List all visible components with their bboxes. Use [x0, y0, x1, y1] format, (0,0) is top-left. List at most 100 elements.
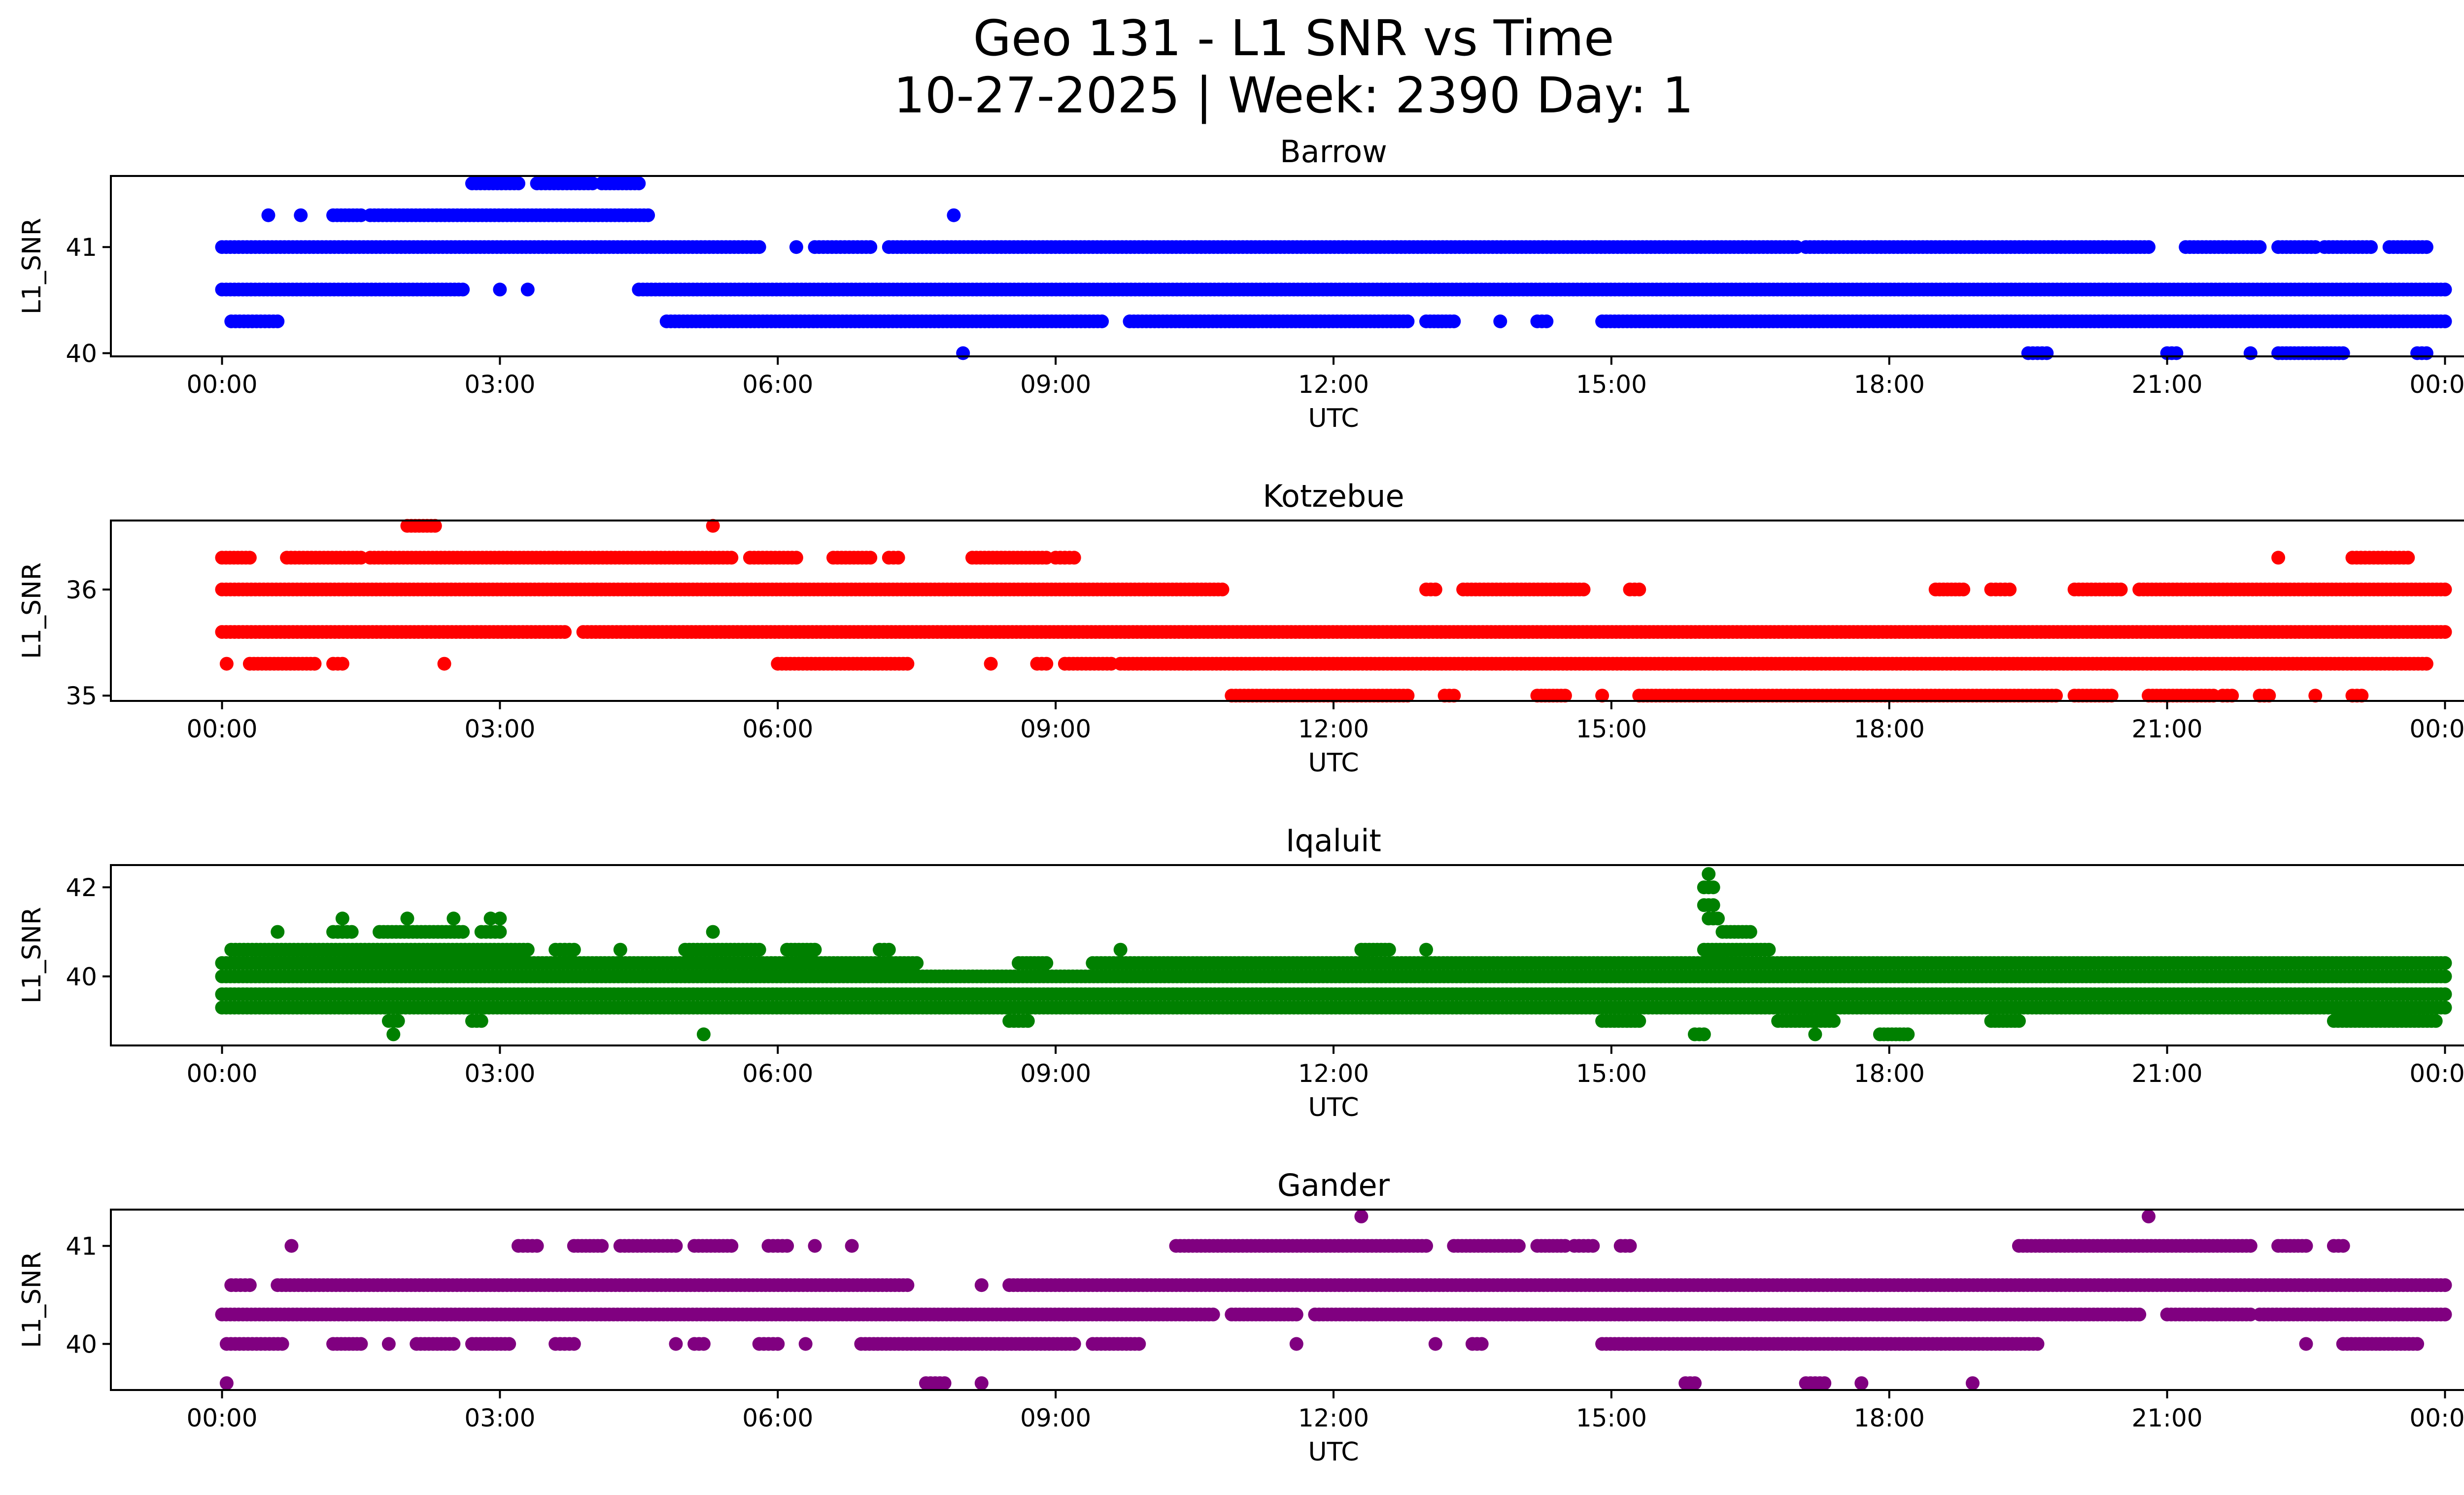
data-point [706, 925, 720, 939]
scatter-points [215, 176, 2452, 360]
y-axis-label: L1_SNR [17, 562, 47, 659]
data-point [1095, 314, 1109, 328]
data-point [632, 176, 646, 191]
y-axis-label: L1_SNR [17, 218, 47, 314]
data-point [882, 942, 896, 957]
x-tick-label: 00:00 [2409, 370, 2464, 399]
scatter-points [215, 519, 2452, 703]
data-point [2169, 346, 2184, 360]
y-tick-label: 36 [66, 576, 97, 604]
data-point [2336, 346, 2350, 360]
data-point [2271, 551, 2286, 565]
data-point [2438, 969, 2452, 983]
data-point [1743, 925, 1757, 939]
x-tick-label: 15:00 [1576, 715, 1647, 743]
data-point [752, 942, 766, 957]
figure-title-line2: 10-27-2025 | Week: 2390 Day: 1 [893, 67, 1693, 124]
figure-title-line1: Geo 131 - L1 SNR vs Time [973, 9, 1614, 67]
x-tick-label: 09:00 [1020, 370, 1091, 399]
y-tick-label: 41 [66, 233, 97, 262]
data-point [271, 314, 285, 328]
data-point [2401, 551, 2415, 565]
data-point [1706, 898, 1720, 912]
x-tick-label: 12:00 [1298, 715, 1369, 743]
y-tick-label: 35 [66, 682, 97, 710]
data-point [1576, 582, 1591, 596]
data-point [1702, 867, 1716, 881]
data-point [1401, 314, 1415, 328]
data-point [910, 956, 924, 970]
x-tick-label: 00:00 [186, 715, 257, 743]
x-axis-label: UTC [1308, 748, 1359, 778]
data-point [1113, 942, 1128, 957]
data-point [335, 657, 349, 671]
data-point [1632, 582, 1646, 596]
x-tick-label: 03:00 [464, 715, 535, 743]
data-point [2438, 282, 2452, 297]
subplot-title: Barrow [1280, 134, 1387, 170]
data-point [984, 657, 998, 671]
data-point [437, 657, 451, 671]
data-point [956, 346, 970, 360]
data-point [2438, 314, 2452, 328]
x-tick-label: 06:00 [742, 715, 813, 743]
data-point [900, 657, 915, 671]
data-point [493, 282, 507, 297]
data-point [2243, 346, 2258, 360]
x-tick-label: 18:00 [1854, 715, 1925, 743]
data-point [2438, 956, 2452, 970]
data-point [308, 657, 322, 671]
data-point [558, 625, 572, 639]
x-tick-label: 18:00 [1854, 370, 1925, 399]
x-tick-label: 00:00 [186, 370, 257, 399]
data-point [1706, 880, 1720, 895]
data-point [891, 551, 905, 565]
data-point [520, 282, 535, 297]
x-tick-label: 06:00 [742, 370, 813, 399]
data-point [1215, 582, 1230, 596]
data-point [446, 911, 461, 926]
x-tick-label: 03:00 [464, 370, 535, 399]
data-point [2253, 240, 2267, 254]
data-point [219, 657, 234, 671]
data-point [456, 925, 470, 939]
subplot-panels: Barrow 00:00 03:00 06:00 09:00 12:00 15:00 18:0… [17, 134, 2464, 1467]
data-point [2419, 657, 2433, 671]
x-tick-label: 21:00 [2132, 715, 2203, 743]
data-point [613, 942, 627, 957]
data-point [863, 240, 878, 254]
data-point [456, 282, 470, 297]
axes-frame [110, 175, 2464, 357]
data-point [863, 551, 878, 565]
data-point [724, 551, 739, 565]
data-point [2364, 240, 2378, 254]
x-tick-label: 12:00 [1298, 370, 1369, 399]
data-point [271, 925, 285, 939]
data-point [400, 911, 414, 926]
data-point [789, 240, 803, 254]
data-point [1447, 314, 1461, 328]
data-point [493, 911, 507, 926]
data-point [2438, 625, 2452, 639]
data-point [567, 942, 581, 957]
data-point [2419, 346, 2433, 360]
data-point [2142, 240, 2156, 254]
data-point [261, 208, 275, 222]
data-point [2003, 582, 2017, 596]
x-tick-label: 21:00 [2132, 370, 2203, 399]
x-tick-label: 15:00 [1576, 370, 1647, 399]
data-point [294, 208, 308, 222]
axes-frame [110, 520, 2464, 702]
data-point [1762, 942, 1776, 957]
data-point [789, 551, 803, 565]
data-point [752, 240, 766, 254]
data-point [2419, 240, 2433, 254]
data-point [2114, 582, 2128, 596]
data-point [512, 176, 525, 191]
subplot-barrow: Barrow 00:00 03:00 06:00 09:00 12:00 15:00 18:0… [17, 134, 2464, 433]
scatter-points [215, 867, 2452, 1042]
data-point [1039, 956, 1054, 970]
